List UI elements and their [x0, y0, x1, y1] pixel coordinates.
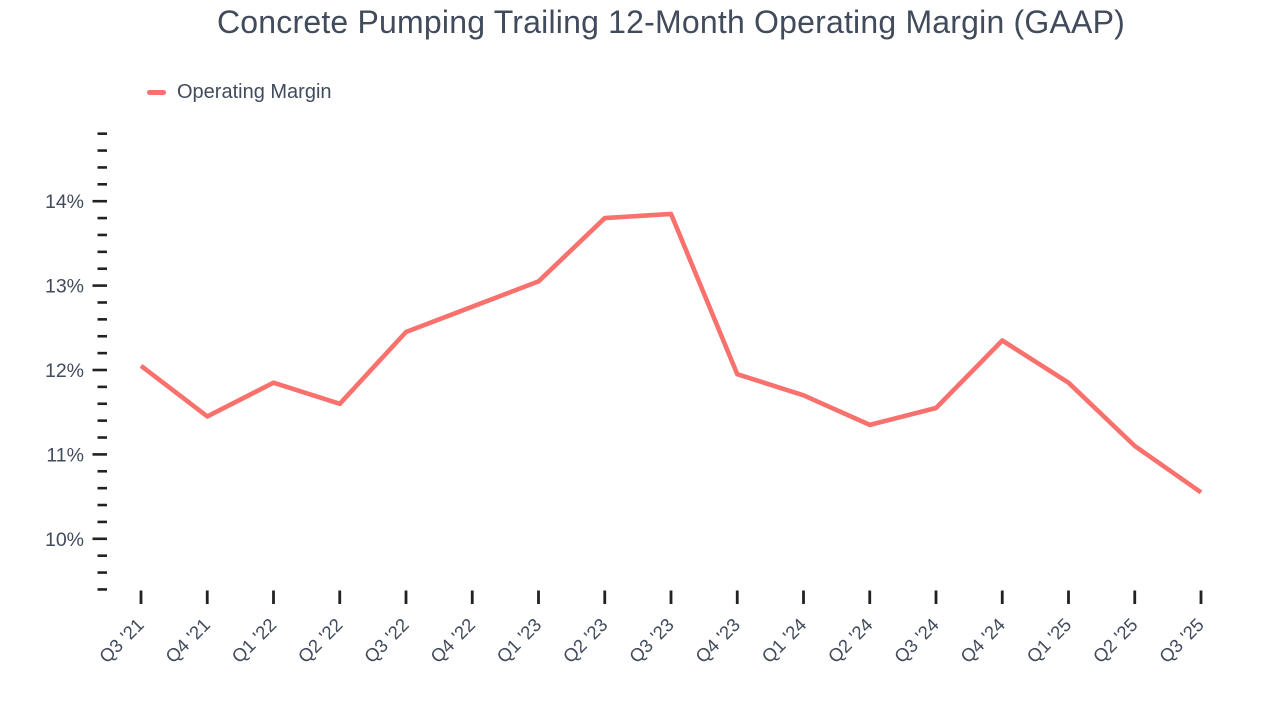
legend-line-swatch	[147, 89, 166, 95]
y-tick-label: 11%	[46, 444, 84, 466]
x-tick-label: Q3 '23	[625, 614, 678, 667]
x-tick-label: Q2 '22	[294, 614, 347, 667]
series-line-operating-margin	[139, 211, 1203, 495]
y-tick-label: 12%	[45, 360, 84, 382]
y-tick-label: 14%	[45, 191, 84, 213]
x-tick-label: Q1 '24	[757, 614, 810, 667]
x-tick-label: Q2 '24	[824, 614, 877, 667]
x-tick-label: Q1 '23	[492, 614, 545, 667]
x-tick-label: Q2 '25	[1089, 614, 1142, 667]
x-tick-label: Q2 '23	[559, 614, 612, 667]
x-tick-label: Q4 '22	[426, 614, 479, 667]
x-tick-label: Q3 '25	[1155, 614, 1208, 667]
x-tick-label: Q1 '22	[227, 614, 280, 667]
x-tick-label: Q3 '21	[95, 614, 148, 667]
x-tick-label: Q4 '24	[956, 614, 1009, 667]
x-tick-label: Q4 '23	[691, 614, 744, 667]
x-tick-label: Q3 '22	[360, 614, 413, 667]
legend-label: Operating Margin	[177, 80, 332, 103]
y-tick-label: 13%	[45, 276, 84, 298]
chart-title: Concrete Pumping Trailing 12-Month Opera…	[216, 4, 1125, 40]
legend: Operating Margin	[147, 80, 332, 104]
x-tick-label: Q3 '24	[890, 614, 943, 667]
x-tick-label: Q1 '25	[1022, 614, 1075, 667]
x-tick-label: Q4 '21	[161, 614, 214, 667]
y-tick-label: 10%	[45, 529, 84, 551]
